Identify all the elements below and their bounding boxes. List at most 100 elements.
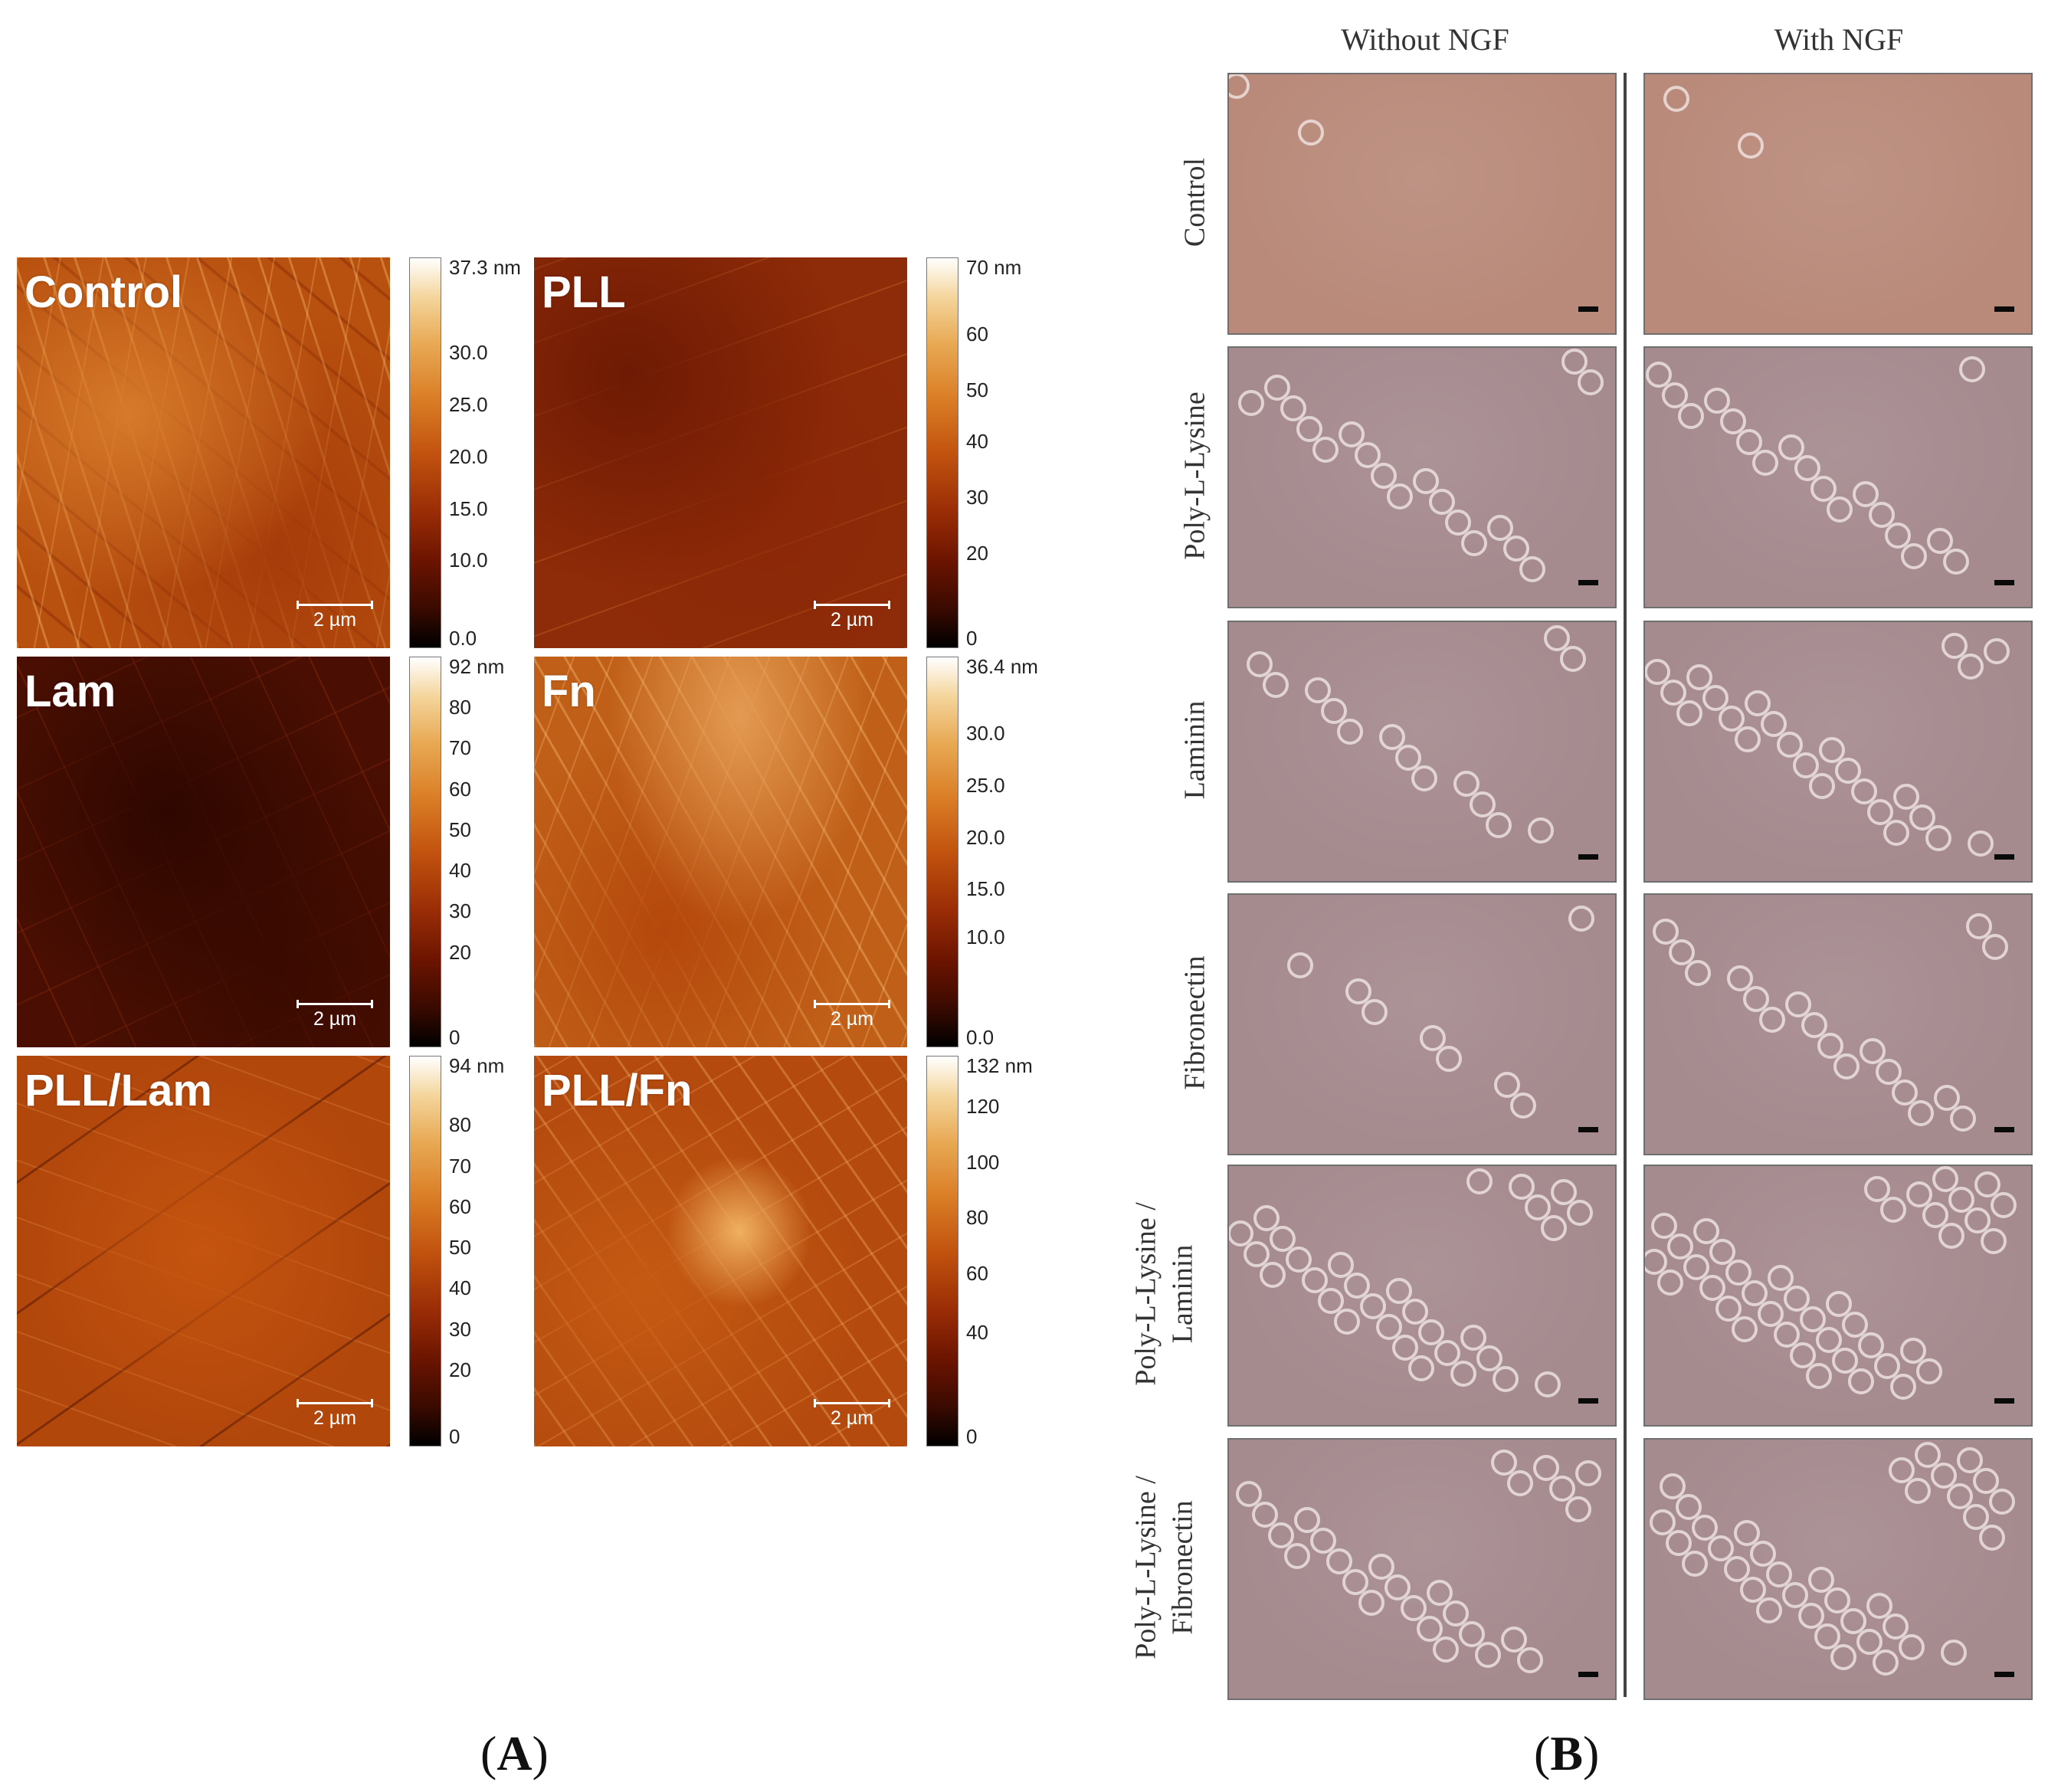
colorbar-tick-label: 37.3 nm [449, 256, 521, 279]
colorbar-tick-label: 30.0 [966, 722, 1005, 745]
micrograph [1227, 346, 1617, 608]
micro-scale-bar [1578, 306, 1598, 312]
panel-a-close-paren: ) [532, 1726, 549, 1781]
colorbar-tick-label: 0 [449, 1026, 460, 1049]
cell-overlay [1646, 356, 1985, 575]
micro-scale-bar [1578, 854, 1598, 860]
micro-scale-bar [1578, 580, 1598, 585]
afm-colorbar [926, 1056, 958, 1446]
row-label: Control [1177, 158, 1214, 247]
afm-image: PLL/Fn 2 µm [534, 1056, 907, 1446]
micrograph [1227, 1438, 1617, 1700]
afm-scale-label: 2 µm [830, 1008, 874, 1030]
colorbar-tick-label: 0 [966, 627, 978, 650]
micro-scale-bar [1578, 1398, 1598, 1404]
colorbar-tick-label: 0.0 [966, 1026, 995, 1049]
afm-scale-bar: 2 µm [297, 601, 373, 631]
colorbar-tick-label: 20.0 [966, 825, 1005, 849]
cell-overlay [1663, 86, 1764, 159]
micrograph [1643, 1165, 2033, 1427]
micro-scale-bar [1578, 1672, 1598, 1677]
panel-b-letter: B [1550, 1726, 1583, 1781]
colorbar-tick-label: 60 [449, 777, 471, 801]
cell-overlay [1650, 1442, 2015, 1676]
colorbar-tick-label: 25.0 [966, 773, 1005, 797]
micro-scale-bar [1994, 1127, 2014, 1132]
column-header-with-ngf: With NGF [1774, 22, 1904, 57]
colorbar-tick-label: 20 [449, 940, 471, 964]
cell-overlay [1287, 906, 1594, 1119]
colorbar-tick-label: 40 [966, 1321, 988, 1345]
afm-scale-label: 2 µm [830, 1407, 874, 1429]
column-divider [1624, 73, 1627, 1697]
colorbar-tick-label: 0.0 [449, 627, 477, 650]
micrograph [1227, 1165, 1617, 1427]
colorbar-tick-label: 70 nm [966, 256, 1022, 279]
cell-overlay [1229, 74, 1324, 146]
panel-b-close-paren: ) [1583, 1726, 1600, 1781]
micro-scale-bar [1994, 1672, 2014, 1677]
afm-colorbar [926, 257, 958, 648]
colorbar-tick-label: 80 [449, 1113, 471, 1137]
panel-a-letter: A [496, 1726, 532, 1781]
colorbar-tick-label: 40 [966, 430, 988, 454]
afm-image-label: Lam [25, 667, 116, 716]
row-label: Poly-L-Lysine / Fibronectin [1129, 1476, 1201, 1659]
cell-overlay [1653, 913, 2008, 1132]
afm-scale-label: 2 µm [313, 609, 357, 631]
colorbar-tick-label: 25.0 [449, 393, 488, 417]
micrograph [1643, 893, 2033, 1155]
afm-image-label: PLL/Lam [25, 1066, 212, 1115]
colorbar-tick-label: 80 [449, 696, 471, 719]
afm-image: PLL/Lam 2 µm [17, 1056, 390, 1446]
afm-colorbar [409, 1056, 441, 1446]
micrograph [1643, 1438, 2033, 1700]
micro-scale-bar [1994, 306, 2014, 312]
micrograph [1227, 73, 1617, 335]
micrograph [1227, 621, 1617, 883]
colorbar-tick-label: 94 nm [449, 1054, 505, 1077]
row-label: Laminin [1177, 701, 1214, 800]
afm-image-label: Fn [542, 667, 596, 716]
colorbar-tick-label: 132 nm [966, 1054, 1033, 1077]
colorbar-tick-label: 10.0 [449, 549, 488, 572]
micro-scale-bar [1994, 580, 2014, 585]
micro-scale-bar [1994, 854, 2014, 860]
colorbar-tick-label: 15.0 [966, 877, 1005, 901]
colorbar-tick-label: 60 [449, 1194, 471, 1218]
micrograph [1643, 621, 2033, 883]
colorbar-tick-label: 40 [449, 859, 471, 883]
afm-image-label: Control [25, 267, 183, 317]
colorbar-tick-label: 0 [966, 1425, 978, 1448]
row-label: Poly-L-Lysine / Laminin [1129, 1202, 1201, 1386]
row-label-line: Laminin [1166, 1244, 1198, 1344]
micrograph [1227, 893, 1617, 1155]
row-label-line: Fibronectin [1178, 955, 1211, 1090]
colorbar-tick-label: 30 [449, 1317, 471, 1341]
cell-overlay [1645, 633, 2010, 857]
afm-scale-bar: 2 µm [814, 1000, 890, 1030]
colorbar-tick-label: 50 [449, 817, 471, 841]
colorbar-tick-label: 80 [966, 1206, 988, 1230]
colorbar-tick-label: 60 [966, 1262, 988, 1286]
colorbar-tick-label: 30 [966, 486, 988, 509]
colorbar-tick-label: 30 [449, 899, 471, 923]
cell-overlay [1229, 1168, 1593, 1397]
colorbar-tick-label: 70 [449, 736, 471, 760]
colorbar-tick-label: 40 [449, 1276, 471, 1300]
row-label-line: Poly-L-Lysine [1178, 391, 1211, 560]
colorbar-tick-label: 15.0 [449, 496, 488, 520]
colorbar-tick-label: 20 [449, 1358, 471, 1381]
cell-overlay [1238, 349, 1604, 582]
colorbar-tick-label: 120 [966, 1095, 1000, 1119]
afm-scale-bar: 2 µm [297, 1399, 373, 1430]
row-label-line: Laminin [1178, 700, 1211, 800]
afm-scale-bar: 2 µm [297, 1000, 373, 1030]
afm-scale-bar: 2 µm [814, 1399, 890, 1430]
colorbar-tick-label: 20 [966, 541, 988, 565]
row-label: Poly-L-Lysine [1177, 391, 1214, 560]
afm-scale-bar: 2 µm [814, 601, 890, 631]
afm-colorbar [926, 657, 958, 1047]
panel-b-open-paren: ( [1534, 1726, 1551, 1781]
cell-overlay [1247, 625, 1586, 844]
